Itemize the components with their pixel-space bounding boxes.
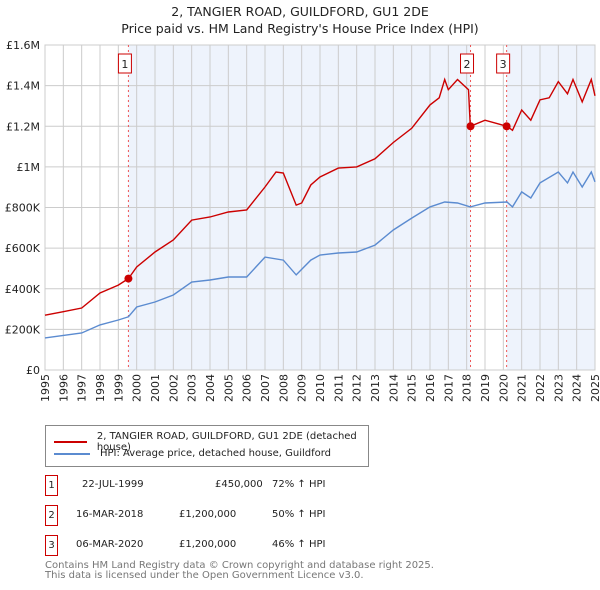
y-tick-label: £1.6M [6, 39, 40, 52]
x-tick-label: 2020 [497, 374, 510, 402]
sale-label-box [460, 53, 475, 74]
table-row: 3 06-MAR-2020 £1,200,000 46% ↑ HPI [45, 535, 445, 557]
y-tick-label: £0 [26, 364, 40, 377]
x-tick-label: 2009 [296, 374, 309, 402]
x-tick-label: 2008 [277, 374, 290, 402]
table-row: 2 16-MAR-2018 £1,200,000 50% ↑ HPI [45, 505, 445, 527]
sale-hpi: 50% ↑ HPI [272, 509, 326, 520]
x-tick-label: 2019 [479, 374, 492, 402]
legend-property-label: 2, TANGIER ROAD, GUILDFORD, GU1 2DE (det… [96, 431, 357, 453]
legend: 2, TANGIER ROAD, GUILDFORD, GU1 2DE (det… [45, 425, 369, 467]
chart-subtitle: Price paid vs. HM Land Registry's House … [121, 21, 479, 36]
sale-date: 06-MAR-2020 [76, 539, 144, 550]
footer: Contains HM Land Registry data © Crown c… [45, 561, 434, 581]
sale-price: £1,200,000 [179, 539, 237, 550]
table-row: 1 22-JUL-1999 £450,000 72% ↑ HPI [45, 475, 445, 497]
x-tick-label: 2025 [589, 374, 600, 402]
x-tick-label: 2005 [222, 374, 235, 402]
property-price-line [44, 77, 596, 316]
x-tick-label: 1999 [112, 374, 125, 402]
x-tick-label: 2016 [424, 374, 437, 402]
x-tick-label: 2021 [516, 374, 529, 402]
x-tick-label: 2004 [204, 374, 217, 402]
x-tick-label: 2013 [369, 374, 382, 402]
x-tick-label: 1996 [57, 374, 70, 402]
x-tick-label: 1995 [39, 374, 52, 402]
footer-copyright: Contains HM Land Registry data © Crown c… [45, 560, 434, 571]
sale-point [466, 122, 475, 131]
sale-label-box [117, 53, 132, 74]
sale-date: 22-JUL-1999 [82, 479, 144, 490]
sale-price: £450,000 [215, 479, 263, 490]
y-tick-label: £1M [17, 161, 41, 174]
chart-svg: 1995 1996 1997 1998 1999 2000 2001 2002 2003 2004… [5, 39, 600, 402]
legend-blue-swatch [54, 452, 90, 455]
x-tick-label: 2014 [387, 374, 400, 402]
x-tick-label: 2024 [571, 374, 584, 402]
x-tick-label: 2022 [534, 374, 547, 402]
x-tick-label: 1997 [76, 374, 89, 402]
x-tick-label: 2017 [442, 374, 455, 402]
plot-border [44, 44, 596, 371]
x-tick-label: 1998 [94, 374, 107, 402]
x-tick-label: 2001 [149, 374, 162, 402]
sale-marker-badge: 2 [45, 505, 58, 526]
sale-point [124, 274, 133, 283]
legend-red-swatch [54, 441, 87, 443]
x-tick-label: 2015 [406, 374, 419, 402]
sale-marker-badge: 3 [45, 535, 58, 556]
y-tick-label: £600K [5, 242, 41, 255]
hpi-line [44, 170, 596, 339]
y-tick-label: £1.2M [6, 120, 40, 133]
y-tick-label: £800K [5, 202, 41, 215]
sale-label: 1 [121, 58, 128, 71]
x-tick-label: 2011 [332, 374, 345, 402]
x-tick-label: 2023 [552, 374, 565, 402]
x-tick-label: 2006 [241, 374, 254, 402]
y-tick-label: £400K [5, 283, 41, 296]
x-tick-label: 2002 [167, 374, 180, 402]
x-tick-label: 2000 [131, 374, 144, 402]
legend-hpi-label: HPI: Average price, detached house, Guil… [100, 448, 332, 459]
x-tick-label: 2018 [461, 374, 474, 402]
chart-title: 2, TANGIER ROAD, GUILDFORD, GU1 2DE [171, 4, 429, 19]
sale-hpi: 72% ↑ HPI [272, 479, 326, 490]
x-tick-label: 2007 [259, 374, 272, 402]
sale-hpi: 46% ↑ HPI [272, 539, 326, 550]
sale-label: 3 [500, 58, 507, 71]
sale-marker-badge: 1 [45, 475, 58, 496]
x-tick-label: 2010 [314, 374, 327, 402]
sale-label: 2 [464, 58, 471, 71]
sale-price: £1,200,000 [179, 509, 237, 520]
sale-label-box [496, 53, 511, 74]
sale-date: 16-MAR-2018 [76, 509, 144, 520]
x-tick-label: 2003 [186, 374, 199, 402]
y-tick-label: £1.4M [6, 80, 40, 93]
footer-licence: This data is licensed under the Open Gov… [45, 570, 364, 581]
sale-point [502, 122, 511, 131]
x-tick-label: 2012 [351, 374, 364, 402]
y-tick-label: £200K [5, 323, 41, 336]
